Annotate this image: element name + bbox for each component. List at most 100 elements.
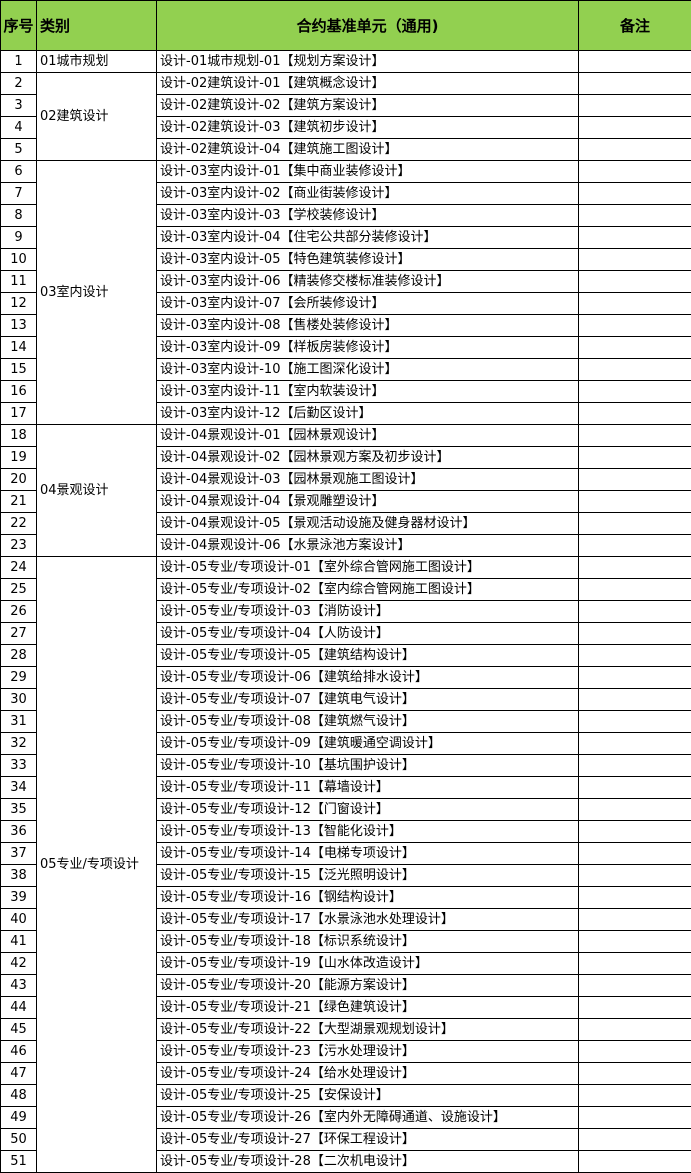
row-number-cell[interactable]: 29 bbox=[0, 666, 37, 689]
contract-unit-cell[interactable]: 设计-05专业/专项设计-28【二次机电设计】 bbox=[156, 1150, 579, 1173]
remark-cell[interactable] bbox=[578, 1084, 691, 1107]
row-number-cell[interactable]: 31 bbox=[0, 710, 37, 733]
row-number-cell[interactable]: 8 bbox=[0, 204, 37, 227]
row-number-cell[interactable]: 5 bbox=[0, 138, 37, 161]
remark-cell[interactable] bbox=[578, 688, 691, 711]
contract-unit-cell[interactable]: 设计-05专业/专项设计-13【智能化设计】 bbox=[156, 820, 579, 843]
row-number-cell[interactable]: 13 bbox=[0, 314, 37, 337]
remark-cell[interactable] bbox=[578, 402, 691, 425]
contract-unit-cell[interactable]: 设计-05专业/专项设计-01【室外综合管网施工图设计】 bbox=[156, 556, 579, 579]
row-number-cell[interactable]: 44 bbox=[0, 996, 37, 1019]
contract-unit-cell[interactable]: 设计-01城市规划-01【规划方案设计】 bbox=[156, 50, 579, 73]
row-number-cell[interactable]: 41 bbox=[0, 930, 37, 953]
contract-unit-cell[interactable]: 设计-04景观设计-02【园林景观方案及初步设计】 bbox=[156, 446, 579, 469]
contract-unit-cell[interactable]: 设计-05专业/专项设计-14【电梯专项设计】 bbox=[156, 842, 579, 865]
contract-unit-cell[interactable]: 设计-05专业/专项设计-24【给水处理设计】 bbox=[156, 1062, 579, 1085]
row-number-cell[interactable]: 46 bbox=[0, 1040, 37, 1063]
remark-cell[interactable] bbox=[578, 644, 691, 667]
remark-cell[interactable] bbox=[578, 292, 691, 315]
remark-cell[interactable] bbox=[578, 1040, 691, 1063]
contract-unit-cell[interactable]: 设计-04景观设计-03【园林景观施工图设计】 bbox=[156, 468, 579, 491]
remark-cell[interactable] bbox=[578, 974, 691, 997]
remark-cell[interactable] bbox=[578, 820, 691, 843]
row-number-cell[interactable]: 22 bbox=[0, 512, 37, 535]
contract-unit-cell[interactable]: 设计-03室内设计-07【会所装修设计】 bbox=[156, 292, 579, 315]
remark-cell[interactable] bbox=[578, 380, 691, 403]
row-number-cell[interactable]: 45 bbox=[0, 1018, 37, 1041]
remark-cell[interactable] bbox=[578, 336, 691, 359]
remark-cell[interactable] bbox=[578, 270, 691, 293]
remark-cell[interactable] bbox=[578, 710, 691, 733]
row-number-cell[interactable]: 4 bbox=[0, 116, 37, 139]
remark-cell[interactable] bbox=[578, 182, 691, 205]
contract-unit-cell[interactable]: 设计-05专业/专项设计-09【建筑暖通空调设计】 bbox=[156, 732, 579, 755]
remark-cell[interactable] bbox=[578, 1062, 691, 1085]
remark-cell[interactable] bbox=[578, 578, 691, 601]
row-number-cell[interactable]: 24 bbox=[0, 556, 37, 579]
contract-unit-cell[interactable]: 设计-05专业/专项设计-20【能源方案设计】 bbox=[156, 974, 579, 997]
row-number-cell[interactable]: 12 bbox=[0, 292, 37, 315]
contract-unit-cell[interactable]: 设计-03室内设计-12【后勤区设计】 bbox=[156, 402, 579, 425]
row-number-cell[interactable]: 26 bbox=[0, 600, 37, 623]
row-number-cell[interactable]: 47 bbox=[0, 1062, 37, 1085]
remark-cell[interactable] bbox=[578, 1128, 691, 1151]
remark-cell[interactable] bbox=[578, 50, 691, 73]
contract-unit-cell[interactable]: 设计-02建筑设计-02【建筑方案设计】 bbox=[156, 94, 579, 117]
row-number-cell[interactable]: 48 bbox=[0, 1084, 37, 1107]
remark-cell[interactable] bbox=[578, 776, 691, 799]
contract-unit-cell[interactable]: 设计-05专业/专项设计-05【建筑结构设计】 bbox=[156, 644, 579, 667]
remark-cell[interactable] bbox=[578, 226, 691, 249]
remark-cell[interactable] bbox=[578, 446, 691, 469]
contract-unit-cell[interactable]: 设计-05专业/专项设计-07【建筑电气设计】 bbox=[156, 688, 579, 711]
contract-unit-cell[interactable]: 设计-05专业/专项设计-15【泛光照明设计】 bbox=[156, 864, 579, 887]
row-number-cell[interactable]: 39 bbox=[0, 886, 37, 909]
header-no[interactable]: 序号 bbox=[0, 0, 37, 51]
remark-cell[interactable] bbox=[578, 886, 691, 909]
header-unit[interactable]: 合约基准单元（通用) bbox=[156, 0, 579, 51]
row-number-cell[interactable]: 32 bbox=[0, 732, 37, 755]
remark-cell[interactable] bbox=[578, 930, 691, 953]
row-number-cell[interactable]: 25 bbox=[0, 578, 37, 601]
contract-unit-cell[interactable]: 设计-05专业/专项设计-18【标识系统设计】 bbox=[156, 930, 579, 953]
contract-unit-cell[interactable]: 设计-04景观设计-04【景观雕塑设计】 bbox=[156, 490, 579, 513]
row-number-cell[interactable]: 11 bbox=[0, 270, 37, 293]
contract-unit-cell[interactable]: 设计-05专业/专项设计-12【门窗设计】 bbox=[156, 798, 579, 821]
contract-unit-cell[interactable]: 设计-03室内设计-05【特色建筑装修设计】 bbox=[156, 248, 579, 271]
remark-cell[interactable] bbox=[578, 138, 691, 161]
contract-unit-cell[interactable]: 设计-05专业/专项设计-04【人防设计】 bbox=[156, 622, 579, 645]
row-number-cell[interactable]: 38 bbox=[0, 864, 37, 887]
remark-cell[interactable] bbox=[578, 600, 691, 623]
remark-cell[interactable] bbox=[578, 556, 691, 579]
remark-cell[interactable] bbox=[578, 842, 691, 865]
row-number-cell[interactable]: 34 bbox=[0, 776, 37, 799]
category-cell[interactable]: 01城市规划 bbox=[36, 50, 157, 73]
remark-cell[interactable] bbox=[578, 160, 691, 183]
row-number-cell[interactable]: 10 bbox=[0, 248, 37, 271]
row-number-cell[interactable]: 33 bbox=[0, 754, 37, 777]
contract-unit-cell[interactable]: 设计-03室内设计-08【售楼处装修设计】 bbox=[156, 314, 579, 337]
row-number-cell[interactable]: 14 bbox=[0, 336, 37, 359]
contract-unit-cell[interactable]: 设计-02建筑设计-03【建筑初步设计】 bbox=[156, 116, 579, 139]
contract-unit-cell[interactable]: 设计-05专业/专项设计-11【幕墙设计】 bbox=[156, 776, 579, 799]
contract-unit-cell[interactable]: 设计-05专业/专项设计-06【建筑给排水设计】 bbox=[156, 666, 579, 689]
remark-cell[interactable] bbox=[578, 116, 691, 139]
remark-cell[interactable] bbox=[578, 1018, 691, 1041]
row-number-cell[interactable]: 3 bbox=[0, 94, 37, 117]
contract-unit-cell[interactable]: 设计-05专业/专项设计-22【大型湖景观规划设计】 bbox=[156, 1018, 579, 1041]
row-number-cell[interactable]: 17 bbox=[0, 402, 37, 425]
remark-cell[interactable] bbox=[578, 490, 691, 513]
category-cell[interactable]: 02建筑设计 bbox=[36, 72, 157, 161]
row-number-cell[interactable]: 7 bbox=[0, 182, 37, 205]
row-number-cell[interactable]: 21 bbox=[0, 490, 37, 513]
contract-unit-cell[interactable]: 设计-05专业/专项设计-08【建筑燃气设计】 bbox=[156, 710, 579, 733]
contract-unit-cell[interactable]: 设计-04景观设计-06【水景泳池方案设计】 bbox=[156, 534, 579, 557]
contract-unit-cell[interactable]: 设计-05专业/专项设计-02【室内综合管网施工图设计】 bbox=[156, 578, 579, 601]
remark-cell[interactable] bbox=[578, 666, 691, 689]
remark-cell[interactable] bbox=[578, 996, 691, 1019]
remark-cell[interactable] bbox=[578, 72, 691, 95]
remark-cell[interactable] bbox=[578, 314, 691, 337]
row-number-cell[interactable]: 16 bbox=[0, 380, 37, 403]
row-number-cell[interactable]: 43 bbox=[0, 974, 37, 997]
remark-cell[interactable] bbox=[578, 798, 691, 821]
row-number-cell[interactable]: 18 bbox=[0, 424, 37, 447]
